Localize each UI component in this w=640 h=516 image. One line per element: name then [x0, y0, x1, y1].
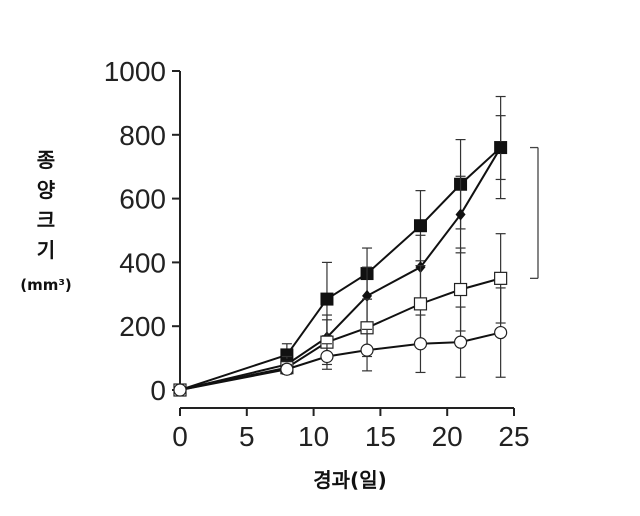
y-axis: 0 200 400 600 800 1000	[104, 56, 181, 406]
data-point	[455, 208, 466, 221]
data-point	[413, 219, 427, 233]
significance-bracket	[530, 146, 539, 280]
series-open-square	[173, 233, 508, 397]
y-axis-label-line: 기	[37, 238, 55, 262]
y-tick-label: 0	[150, 375, 166, 406]
y-axis-label-line: 크	[37, 208, 55, 232]
y-tick-label: 200	[119, 311, 166, 342]
data-point	[280, 362, 294, 376]
y-axis-label-line: 양	[37, 178, 56, 202]
series-line	[179, 331, 501, 391]
data-point	[494, 271, 508, 285]
data-point	[320, 292, 334, 306]
data-point	[360, 343, 374, 357]
data-point	[173, 383, 187, 397]
y-tick-label: 800	[119, 120, 166, 151]
x-tick-label: 20	[432, 421, 463, 452]
series-layer	[173, 95, 508, 397]
y-tick-label: 600	[119, 184, 166, 215]
y-axis-label-line: (mm³)	[20, 276, 72, 294]
y-tick-label: 1000	[104, 56, 166, 87]
series-filled-square	[173, 95, 508, 397]
series-open-circle	[173, 287, 508, 397]
y-axis-label-line: 종	[37, 148, 55, 172]
x-tick-label: 5	[239, 421, 255, 452]
data-point	[495, 141, 506, 154]
x-tick-label: 0	[172, 421, 188, 452]
x-tick-label: 25	[498, 421, 529, 452]
data-point	[413, 337, 428, 351]
x-axis: 0 5 10 15 20 25	[172, 407, 530, 452]
x-axis-label: 경과(일)	[313, 468, 386, 492]
data-point	[453, 282, 468, 297]
y-tick-label: 400	[119, 247, 166, 278]
x-tick-label: 15	[365, 421, 396, 452]
data-point	[413, 297, 428, 311]
data-point	[453, 335, 468, 349]
data-point	[494, 325, 508, 340]
data-point	[320, 349, 334, 364]
x-tick-label: 10	[298, 421, 329, 452]
